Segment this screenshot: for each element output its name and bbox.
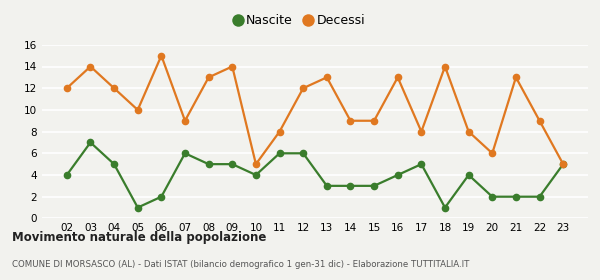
Text: COMUNE DI MORSASCO (AL) - Dati ISTAT (bilancio demografico 1 gen-31 dic) - Elabo: COMUNE DI MORSASCO (AL) - Dati ISTAT (bi…	[12, 260, 469, 269]
Legend: Nascite, Decessi: Nascite, Decessi	[230, 9, 370, 32]
Text: Movimento naturale della popolazione: Movimento naturale della popolazione	[12, 231, 266, 244]
